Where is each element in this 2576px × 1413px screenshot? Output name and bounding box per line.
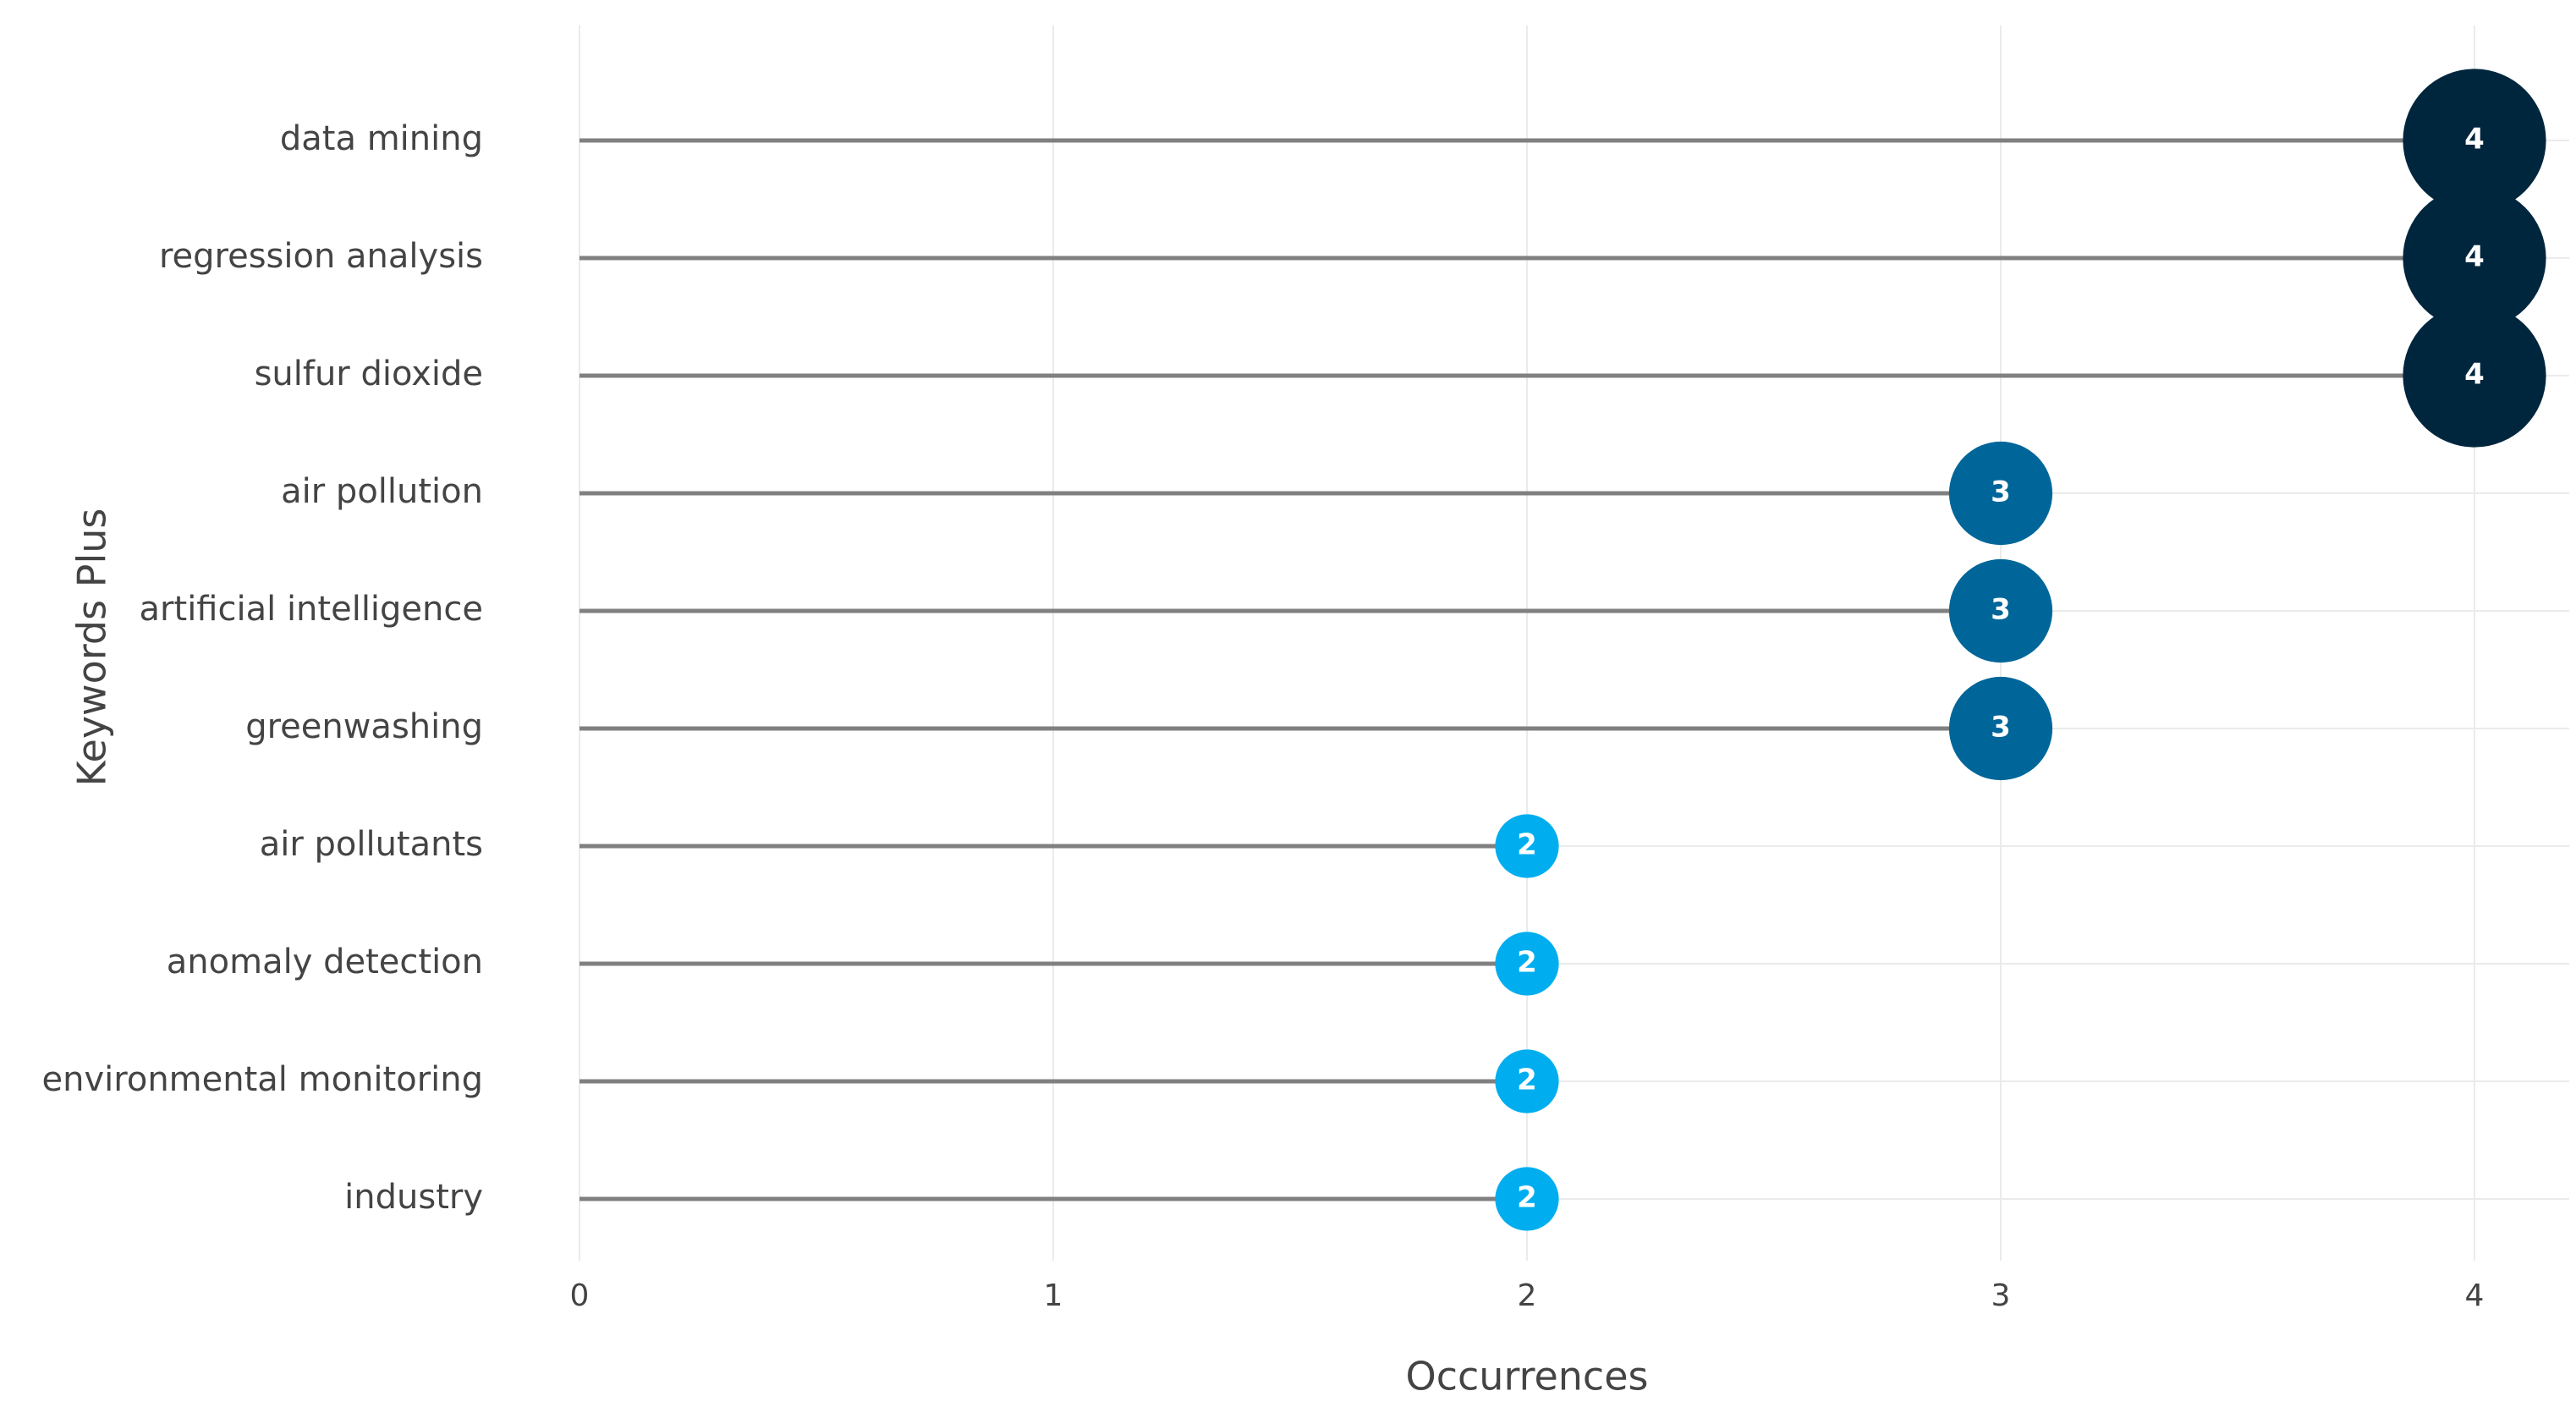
value-label: 3 <box>1991 593 2011 627</box>
value-label: 2 <box>1517 946 1537 980</box>
y-tick-label: air pollution <box>281 472 483 511</box>
dot <box>1495 814 1559 878</box>
y-tick-label: artificial intelligence <box>140 590 483 629</box>
y-tick-label: sulfur dioxide <box>255 355 483 393</box>
value-label: 4 <box>2464 240 2485 274</box>
y-tick-label: air pollutants <box>260 825 483 864</box>
x-tick-label: 1 <box>1044 1278 1063 1313</box>
y-axis-title: Keywords Plus <box>69 509 115 787</box>
dot <box>2403 304 2546 448</box>
value-label: 4 <box>2464 358 2485 392</box>
dot <box>2403 186 2546 330</box>
dot <box>1948 441 2053 546</box>
x-tick-label: 4 <box>2465 1278 2485 1313</box>
value-label: 2 <box>1517 1181 1537 1215</box>
y-tick-label: greenwashing <box>245 707 483 746</box>
dot <box>1495 932 1559 996</box>
dot <box>1495 1049 1559 1113</box>
dot <box>1948 676 2053 781</box>
x-tick-label: 3 <box>1991 1278 2011 1313</box>
value-label: 3 <box>1991 476 2011 509</box>
y-tick-label: environmental monitoring <box>42 1060 483 1099</box>
x-tick-label: 0 <box>570 1278 590 1313</box>
y-tick-label: regression analysis <box>159 237 483 276</box>
x-tick-label: 2 <box>1518 1278 1537 1313</box>
dot <box>1948 558 2053 663</box>
dot <box>2403 69 2546 212</box>
value-label: 2 <box>1517 1064 1537 1097</box>
y-tick-label: anomaly detection <box>167 943 483 981</box>
x-axis-title: Occurrences <box>1406 1354 1649 1399</box>
value-label: 2 <box>1517 828 1537 862</box>
y-tick-label: data mining <box>280 119 483 158</box>
y-tick-label: industry <box>344 1178 483 1217</box>
value-label: 3 <box>1991 711 2011 745</box>
dot <box>1495 1167 1559 1231</box>
value-label: 4 <box>2464 123 2485 157</box>
